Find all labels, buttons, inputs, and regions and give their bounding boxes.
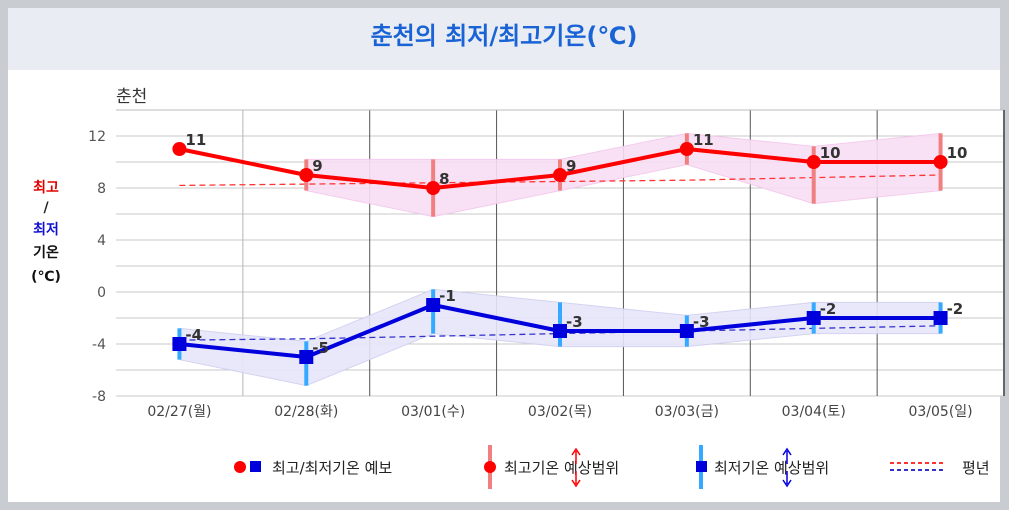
blue-point-icon: [696, 461, 707, 472]
y-axis-title-part: 최고: [33, 180, 59, 196]
x-tick-label: 03/02(목): [528, 404, 592, 420]
max-temp-point: [806, 155, 821, 169]
max-temp-point: [172, 142, 187, 156]
max-temp-point: [426, 181, 441, 195]
min-temp-label: -2: [947, 300, 964, 318]
max-temp-label: 9: [566, 157, 576, 175]
max-temp-label: 11: [693, 131, 714, 149]
min-temp-point: [679, 324, 694, 338]
x-tick-label: 03/05(일): [908, 404, 972, 420]
arrow-down-icon: [782, 471, 792, 488]
min-temp-label: -2: [820, 300, 837, 318]
arrow-up-icon: [571, 447, 581, 464]
min-temp-label: -4: [185, 326, 202, 344]
legend-label-max-range: 최고기온 예상범위: [504, 459, 619, 477]
max-temp-point: [553, 168, 567, 182]
x-tick-label: 02/28(화): [274, 404, 338, 420]
legend-label-normal: 평년: [962, 459, 990, 477]
min-temp-point: [299, 350, 314, 364]
min-temp-point: [426, 298, 441, 312]
data-label-layer: 11 9 8 9 11 10 10 -4 -5 -1 -3 -3 -2 -2: [185, 131, 967, 357]
chart-subtitle: 춘천: [116, 87, 147, 107]
y-tick-label: 4: [97, 233, 106, 249]
page-title: 춘천의 최저/최고기온(℃): [370, 22, 638, 50]
x-tick-label: 03/03(금): [655, 404, 719, 420]
arrow-up-icon: [782, 447, 792, 464]
x-tick-label: 02/27(월): [147, 404, 211, 420]
max-temp-label: 8: [439, 170, 449, 188]
x-tick-label: 03/01(수): [401, 404, 465, 420]
y-axis-title-part: /: [43, 200, 49, 216]
max-temp-label: 11: [185, 131, 206, 149]
square-marker-icon: [250, 461, 261, 472]
min-temp-point: [933, 311, 948, 325]
legend-label-forecast: 최고/최저기온 예보: [272, 459, 392, 477]
max-temp-label: 10: [947, 144, 968, 162]
red-point-icon: [484, 461, 496, 473]
min-temp-label: -1: [439, 287, 456, 305]
y-tick-label: -8: [92, 389, 106, 405]
y-axis-title-part: (℃): [31, 269, 61, 285]
min-temp-point: [172, 337, 187, 351]
circle-marker-icon: [234, 461, 246, 473]
y-axis-title-part: 기온: [33, 245, 59, 261]
y-tick-label: 0: [97, 285, 106, 301]
x-tick-label: 03/04(토): [782, 404, 846, 420]
y-tick-label: 8: [97, 181, 106, 197]
max-temp-point: [933, 155, 948, 169]
legend: 최고/최저기온 예보 최고기온 예상범위 최저기온 예상범위 평년: [234, 445, 990, 489]
min-temp-label: -5: [312, 339, 329, 357]
series-layer: [172, 142, 948, 364]
max-temp-point: [679, 142, 694, 156]
title-banner: 춘천의 최저/최고기온(℃): [8, 8, 1000, 70]
max-temp-point: [299, 168, 314, 182]
min-temp-point: [806, 311, 821, 325]
min-temp-label: -3: [693, 313, 710, 331]
max-temp-label: 9: [312, 157, 322, 175]
y-tick-label: -4: [92, 337, 106, 353]
legend-label-min-range: 최저기온 예상범위: [714, 459, 829, 477]
min-temp-label: -3: [566, 313, 583, 331]
axis-layer: -8 -4 0 4 8 12 02/27(월) 02/28(화) 03/01(수) 03/02(목…: [88, 129, 972, 420]
max-temp-label: 10: [820, 144, 841, 162]
y-tick-label: 12: [88, 129, 106, 145]
y-axis-title-part: 최저: [33, 222, 59, 238]
arrow-down-icon: [571, 471, 581, 488]
y-axis-title: 최고 / 최저기온 (℃): [31, 180, 61, 285]
min-temp-point: [553, 324, 567, 338]
